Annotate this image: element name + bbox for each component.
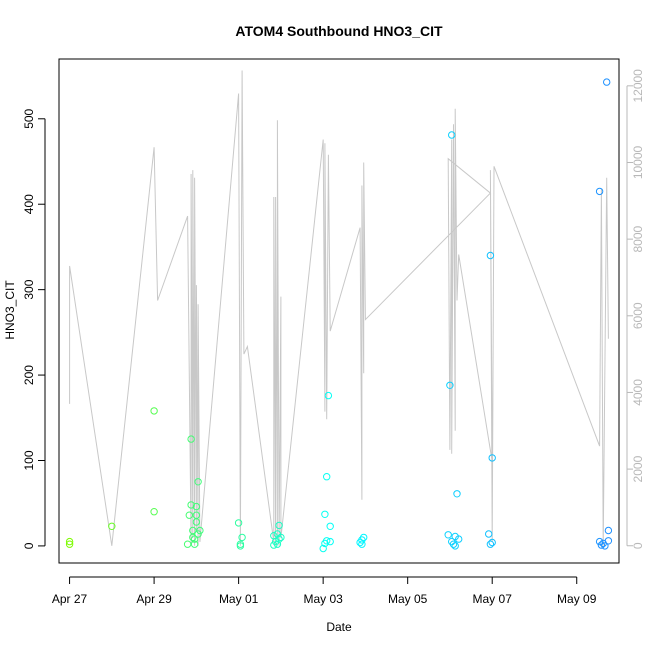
data-point-56: [488, 538, 496, 547]
y-tick-label-1: 100: [22, 450, 36, 470]
data-point-30: [277, 533, 285, 542]
x-tick-label-0: Apr 27: [52, 592, 88, 606]
data-point-51: [455, 535, 463, 543]
data-points-layer: [65, 78, 613, 553]
data-point-32: [321, 510, 329, 518]
y-axis-label: HNO3_CIT: [3, 280, 17, 340]
data-point-63: [604, 526, 613, 535]
x-axis-label: Date: [326, 620, 352, 634]
data-point-4: [150, 508, 158, 516]
data-point-54: [486, 251, 495, 260]
y2-tick-label-4: 8000: [631, 225, 645, 252]
data-point-64: [604, 537, 613, 545]
data-point-49: [451, 542, 459, 550]
x-tick-label-3: May 03: [303, 592, 343, 606]
y2-tick-label-2: 4000: [631, 379, 645, 406]
data-point-5: [183, 540, 192, 548]
y2-tick-label-3: 6000: [631, 302, 645, 329]
secondary-series-line: [69, 70, 609, 546]
data-point-36: [324, 391, 333, 400]
data-point-50: [453, 490, 461, 498]
data-point-38: [326, 537, 334, 546]
data-point-58: [595, 537, 604, 546]
y-axis-right: 0 2000 4000 6000 8000 10000 12000: [626, 69, 645, 549]
y2-tick-label-1: 2000: [631, 455, 645, 482]
x-axis: Apr 27 Apr 29 May 01 May 03 May 05 May 07 May …: [52, 576, 597, 606]
data-point-34: [323, 537, 331, 545]
data-point-18: [196, 526, 204, 535]
data-point-53: [486, 540, 495, 548]
x-tick-label-6: May 09: [557, 592, 597, 606]
data-point-55: [488, 454, 496, 462]
data-point-2: [108, 522, 116, 530]
data-point-61: [601, 542, 609, 550]
data-point-9: [189, 533, 197, 542]
data-point-10: [189, 526, 197, 535]
y-tick-label-3: 300: [22, 279, 36, 299]
data-point-37: [326, 522, 334, 530]
y2-tick-label-5: 10000: [631, 145, 645, 179]
data-point-3: [150, 407, 158, 415]
data-point-29: [275, 521, 283, 530]
data-point-31: [319, 544, 327, 553]
data-point-59: [597, 541, 606, 549]
y-axis-left: 0 100 200 300 400 500: [22, 108, 46, 549]
data-point-44: [446, 381, 454, 389]
x-tick-label-5: May 07: [473, 592, 513, 606]
x-tick-label-1: Apr 29: [136, 592, 172, 606]
data-point-22: [238, 533, 246, 542]
y2-tick-label-0: 0: [631, 542, 645, 549]
data-point-15: [192, 518, 201, 526]
x-tick-label-2: May 01: [219, 592, 259, 606]
data-point-62: [603, 78, 611, 86]
secondary-trace-layer: [69, 70, 609, 546]
data-point-57: [595, 187, 604, 196]
data-point-11: [190, 540, 199, 548]
y2-tick-label-6: 12000: [631, 69, 645, 103]
data-point-16: [194, 530, 202, 538]
data-point-1: [65, 540, 74, 548]
plot-area: [58, 58, 620, 564]
data-point-26: [273, 540, 282, 548]
y-tick-label-4: 400: [22, 194, 36, 214]
data-point-35: [323, 473, 331, 481]
y-tick-label-5: 500: [22, 108, 36, 128]
data-point-17: [194, 478, 202, 486]
data-point-42: [360, 533, 368, 542]
chart-title: ATOM4 Southbound HNO3_CIT: [235, 23, 443, 39]
data-point-21: [236, 542, 245, 550]
data-point-7: [187, 501, 195, 509]
data-point-52: [485, 530, 493, 538]
data-point-45: [448, 131, 456, 139]
data-point-47: [449, 540, 458, 548]
data-point-0: [65, 537, 74, 546]
data-point-23: [270, 541, 278, 549]
data-point-43: [444, 531, 452, 539]
data-point-8: [187, 435, 195, 443]
y-tick-label-0: 0: [22, 542, 36, 549]
data-point-28: [275, 535, 283, 543]
y-tick-label-2: 200: [22, 365, 36, 385]
data-point-19: [234, 519, 243, 527]
data-point-14: [192, 502, 201, 511]
data-point-6: [185, 511, 194, 519]
data-point-12: [190, 535, 199, 543]
data-point-40: [358, 540, 366, 548]
x-tick-label-4: May 05: [388, 592, 428, 606]
